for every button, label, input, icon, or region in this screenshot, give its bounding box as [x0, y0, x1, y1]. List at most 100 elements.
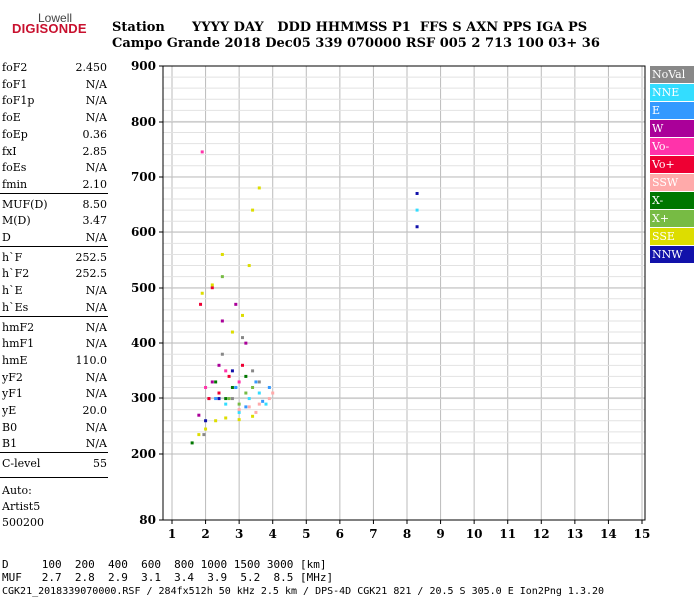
- y-tick-label: 500: [131, 281, 156, 295]
- param-name: foF1p: [2, 94, 35, 108]
- legend-item-sse: SSE: [650, 228, 694, 245]
- param-value: 2.450: [75, 61, 108, 74]
- data-point-nnw: [415, 191, 419, 195]
- param-value: N/A: [85, 437, 107, 451]
- data-point-ssw: [267, 397, 271, 401]
- param-value: 55: [93, 457, 107, 471]
- param-name: C-level: [2, 457, 41, 471]
- param-separator: [0, 192, 108, 194]
- param-name: foF2: [2, 61, 28, 74]
- footer-muf-row: MUF 2.7 2.8 2.9 3.1 3.4 3.9 5.2 8.5 [MHz…: [2, 571, 334, 584]
- data-point-noval: [257, 380, 261, 384]
- param-name: foEp: [2, 127, 28, 141]
- data-point-sse: [214, 419, 218, 423]
- param-name: M(D): [2, 214, 31, 228]
- y-tick-label: 300: [131, 391, 156, 405]
- data-point-vo-: [204, 385, 208, 389]
- data-point-x-: [224, 397, 228, 401]
- data-point-vo-: [237, 380, 241, 384]
- data-point-w: [244, 341, 248, 345]
- data-point-sse: [257, 186, 261, 190]
- param-separator: [0, 315, 108, 317]
- param-value: N/A: [85, 77, 107, 91]
- param-name: hmF2: [2, 320, 35, 334]
- data-point-x-: [220, 275, 224, 279]
- legend-item-x-: X-: [650, 192, 694, 209]
- param-value: 110.0: [75, 353, 108, 367]
- data-point-vo-: [199, 302, 203, 306]
- param-separator: [0, 477, 108, 478]
- x-tick-label: 8: [403, 527, 411, 541]
- data-point-sse: [247, 264, 251, 268]
- legend-item-ssw: SSW: [650, 174, 694, 191]
- param-name: h`F2: [2, 267, 30, 281]
- param-separator: [0, 245, 108, 247]
- x-tick-label: 6: [336, 527, 344, 541]
- param-name: fxI: [2, 144, 17, 158]
- auto-method: Artist5: [2, 500, 41, 513]
- data-point-x-: [251, 385, 255, 389]
- param-name: hmE: [2, 353, 28, 367]
- legend-item-x-: X+: [650, 210, 694, 227]
- legend-item-e: E: [650, 102, 694, 119]
- data-point-ssw: [247, 405, 251, 409]
- param-value: N/A: [85, 320, 107, 334]
- param-value: N/A: [85, 337, 107, 351]
- data-point-vo-: [227, 374, 231, 378]
- data-point-nnw: [217, 397, 221, 401]
- data-point-sse: [251, 414, 255, 418]
- data-point-e: [244, 405, 248, 409]
- data-point-ssw: [257, 402, 261, 406]
- data-point-e: [261, 399, 265, 403]
- x-tick-label: 15: [634, 527, 651, 541]
- data-point-sse: [237, 418, 241, 422]
- data-point-x-: [230, 385, 234, 389]
- data-point-x-: [214, 380, 218, 384]
- param-name: foE: [2, 111, 21, 125]
- data-point-noval: [251, 369, 255, 373]
- param-value: N/A: [85, 231, 107, 244]
- data-point-w: [210, 380, 214, 384]
- data-point-e: [234, 385, 238, 389]
- data-point-w: [234, 302, 238, 306]
- param-value: 0.36: [82, 127, 108, 141]
- legend-item-vo-: Vo-: [650, 138, 694, 155]
- footer-file-info: CGK21_2018339070000.RSF / 284fx512h 50 k…: [2, 586, 605, 597]
- y-tick-label: 400: [131, 336, 156, 350]
- data-point-vo-: [241, 363, 244, 367]
- param-value: N/A: [85, 420, 107, 434]
- y-tick-label: 200: [131, 447, 156, 461]
- param-value: N/A: [85, 300, 107, 314]
- param-value: 252.5: [75, 267, 108, 281]
- param-name: foEs: [2, 161, 27, 175]
- legend-item-vo-: Vo+: [650, 156, 694, 173]
- y-tick-label: 800: [131, 115, 156, 129]
- header-row-labels: Station YYYY DAY DDD HHMMSS P1 FFS S AXN…: [112, 20, 588, 35]
- data-point-nne: [224, 402, 228, 406]
- data-point-nne: [257, 391, 261, 395]
- data-point-ssw: [237, 408, 241, 412]
- data-point-nnw: [230, 369, 234, 373]
- param-name: yF2: [2, 370, 23, 384]
- x-tick-label: 2: [201, 527, 209, 541]
- data-point-sse: [210, 283, 214, 287]
- param-name: hmF1: [2, 337, 35, 351]
- y-tick-label: 900: [131, 59, 156, 73]
- data-point-w: [197, 413, 201, 417]
- data-point-x-: [227, 397, 231, 401]
- data-point-ssw: [271, 391, 275, 395]
- plot-frame: [162, 65, 646, 521]
- param-value: 8.50: [82, 197, 108, 211]
- data-point-sse: [204, 427, 208, 431]
- data-point-e: [214, 397, 218, 401]
- x-tick-label: 14: [600, 527, 617, 541]
- y-tick-label: 80: [139, 513, 156, 527]
- header-row-values: Campo Grande 2018 Dec05 339 070000 RSF 0…: [112, 36, 600, 51]
- data-point-x-: [244, 391, 248, 395]
- x-tick-label: 9: [436, 527, 444, 541]
- param-name: yF1: [2, 387, 23, 401]
- param-value: N/A: [85, 94, 107, 108]
- x-tick-label: 1: [168, 527, 176, 541]
- data-point-vo-: [200, 150, 204, 154]
